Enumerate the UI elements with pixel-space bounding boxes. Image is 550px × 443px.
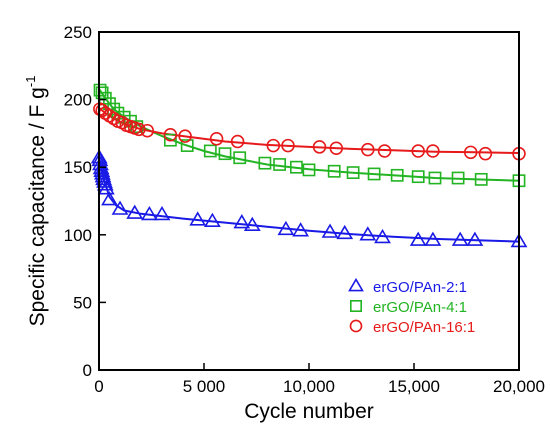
fit-line-series-2: [98, 88, 520, 182]
x-tick-label: 15,000: [388, 377, 440, 396]
y-tick-label: 100: [64, 226, 92, 245]
data-point-series-2: [203, 144, 217, 158]
data-point-series-3: [178, 129, 192, 143]
data-point-series-3: [140, 123, 155, 138]
x-tick-label: 0: [94, 377, 103, 396]
data-point-series-2: [180, 139, 194, 152]
data-point-series-2: [164, 133, 177, 147]
data-point-series-2: [258, 156, 272, 170]
data-point-series-2: [346, 166, 360, 180]
data-point-series-2: [451, 171, 465, 185]
data-point-series-3: [377, 144, 392, 158]
data-point-series-3: [426, 144, 440, 158]
y-axis-label: Specific capacitance / F g-1: [23, 76, 49, 327]
y-tick-label: 50: [73, 293, 92, 312]
data-markers: [90, 83, 528, 248]
data-point-series-1: [374, 228, 391, 244]
data-point-series-2: [474, 172, 488, 186]
data-point-series-1: [424, 231, 442, 246]
x-tick-label: 5 000: [183, 377, 226, 396]
legend-label-series-3: erGO/PAn-16:1: [373, 319, 475, 336]
data-point-series-3: [230, 134, 245, 149]
data-point-series-2: [273, 158, 286, 171]
data-point-series-3: [281, 138, 295, 153]
data-point-series-3: [478, 146, 493, 161]
data-point-series-1: [153, 205, 171, 221]
data-point-series-1: [141, 205, 158, 221]
data-point-series-1: [126, 204, 144, 219]
data-point-series-1: [336, 224, 354, 240]
data-point-series-1: [233, 214, 251, 229]
legend-marker-series-1: [348, 277, 364, 292]
data-point-series-2: [289, 160, 303, 174]
y-tick-label: 0: [83, 361, 92, 380]
data-point-series-3: [163, 128, 178, 142]
data-point-series-2: [367, 167, 381, 181]
data-point-series-1: [292, 222, 309, 237]
data-point-series-1: [466, 231, 484, 246]
x-axis-label: Cycle number: [244, 400, 374, 423]
data-point-series-3: [266, 138, 281, 153]
y-tick-label: 250: [64, 23, 92, 42]
y-tick-label: 150: [64, 158, 92, 177]
legend: erGO/PAn-2:1 erGO/PAn-4:1 erGO/PAn-16:1: [348, 277, 475, 336]
data-point-series-3: [361, 142, 375, 157]
y-axis-label-main: Specific capacitance / F g: [26, 87, 49, 326]
data-point-series-1: [101, 191, 118, 206]
data-point-series-3: [329, 141, 344, 156]
data-point-series-1: [204, 212, 221, 227]
data-point-series-2: [302, 163, 316, 177]
data-point-series-2: [233, 151, 247, 165]
data-point-series-2: [428, 171, 442, 185]
data-point-series-2: [327, 164, 341, 178]
data-point-series-3: [411, 144, 425, 158]
x-tick-label: 20,000: [493, 377, 545, 396]
data-point-series-3: [463, 145, 478, 160]
data-point-series-2: [411, 170, 425, 184]
x-tick-label: 10,000: [283, 377, 335, 396]
data-point-series-1: [189, 211, 207, 226]
data-point-series-1: [451, 231, 469, 246]
x-axis-ticks: 0 5 000 10,000 15,000 20,000: [94, 363, 545, 396]
legend-label-series-2: erGO/PAn-4:1: [373, 299, 467, 316]
data-point-series-1: [243, 216, 261, 232]
data-point-series-1: [359, 226, 377, 241]
data-point-series-1: [277, 220, 295, 236]
data-point-series-1: [409, 231, 427, 246]
fit-line-series-1: [98, 156, 520, 243]
data-point-series-2: [390, 168, 404, 182]
data-point-series-3: [132, 122, 146, 137]
data-point-series-1: [111, 200, 129, 215]
fit-line-series-3: [98, 106, 520, 154]
data-point-series-2: [218, 147, 232, 161]
data-point-series-1: [96, 176, 114, 191]
legend-label-series-1: erGO/PAn-2:1: [373, 279, 467, 296]
y-tick-label: 200: [64, 91, 92, 110]
data-point-series-3: [312, 140, 327, 154]
legend-marker-series-2: [349, 299, 362, 312]
data-point-series-1: [97, 180, 115, 195]
data-point-series-3: [209, 132, 224, 146]
legend-marker-series-3: [349, 319, 363, 333]
y-axis-ticks: 0 50 100 150 200 250: [64, 23, 106, 380]
y-axis-label-superscript: -1: [23, 76, 38, 88]
data-point-series-1: [321, 223, 339, 238]
